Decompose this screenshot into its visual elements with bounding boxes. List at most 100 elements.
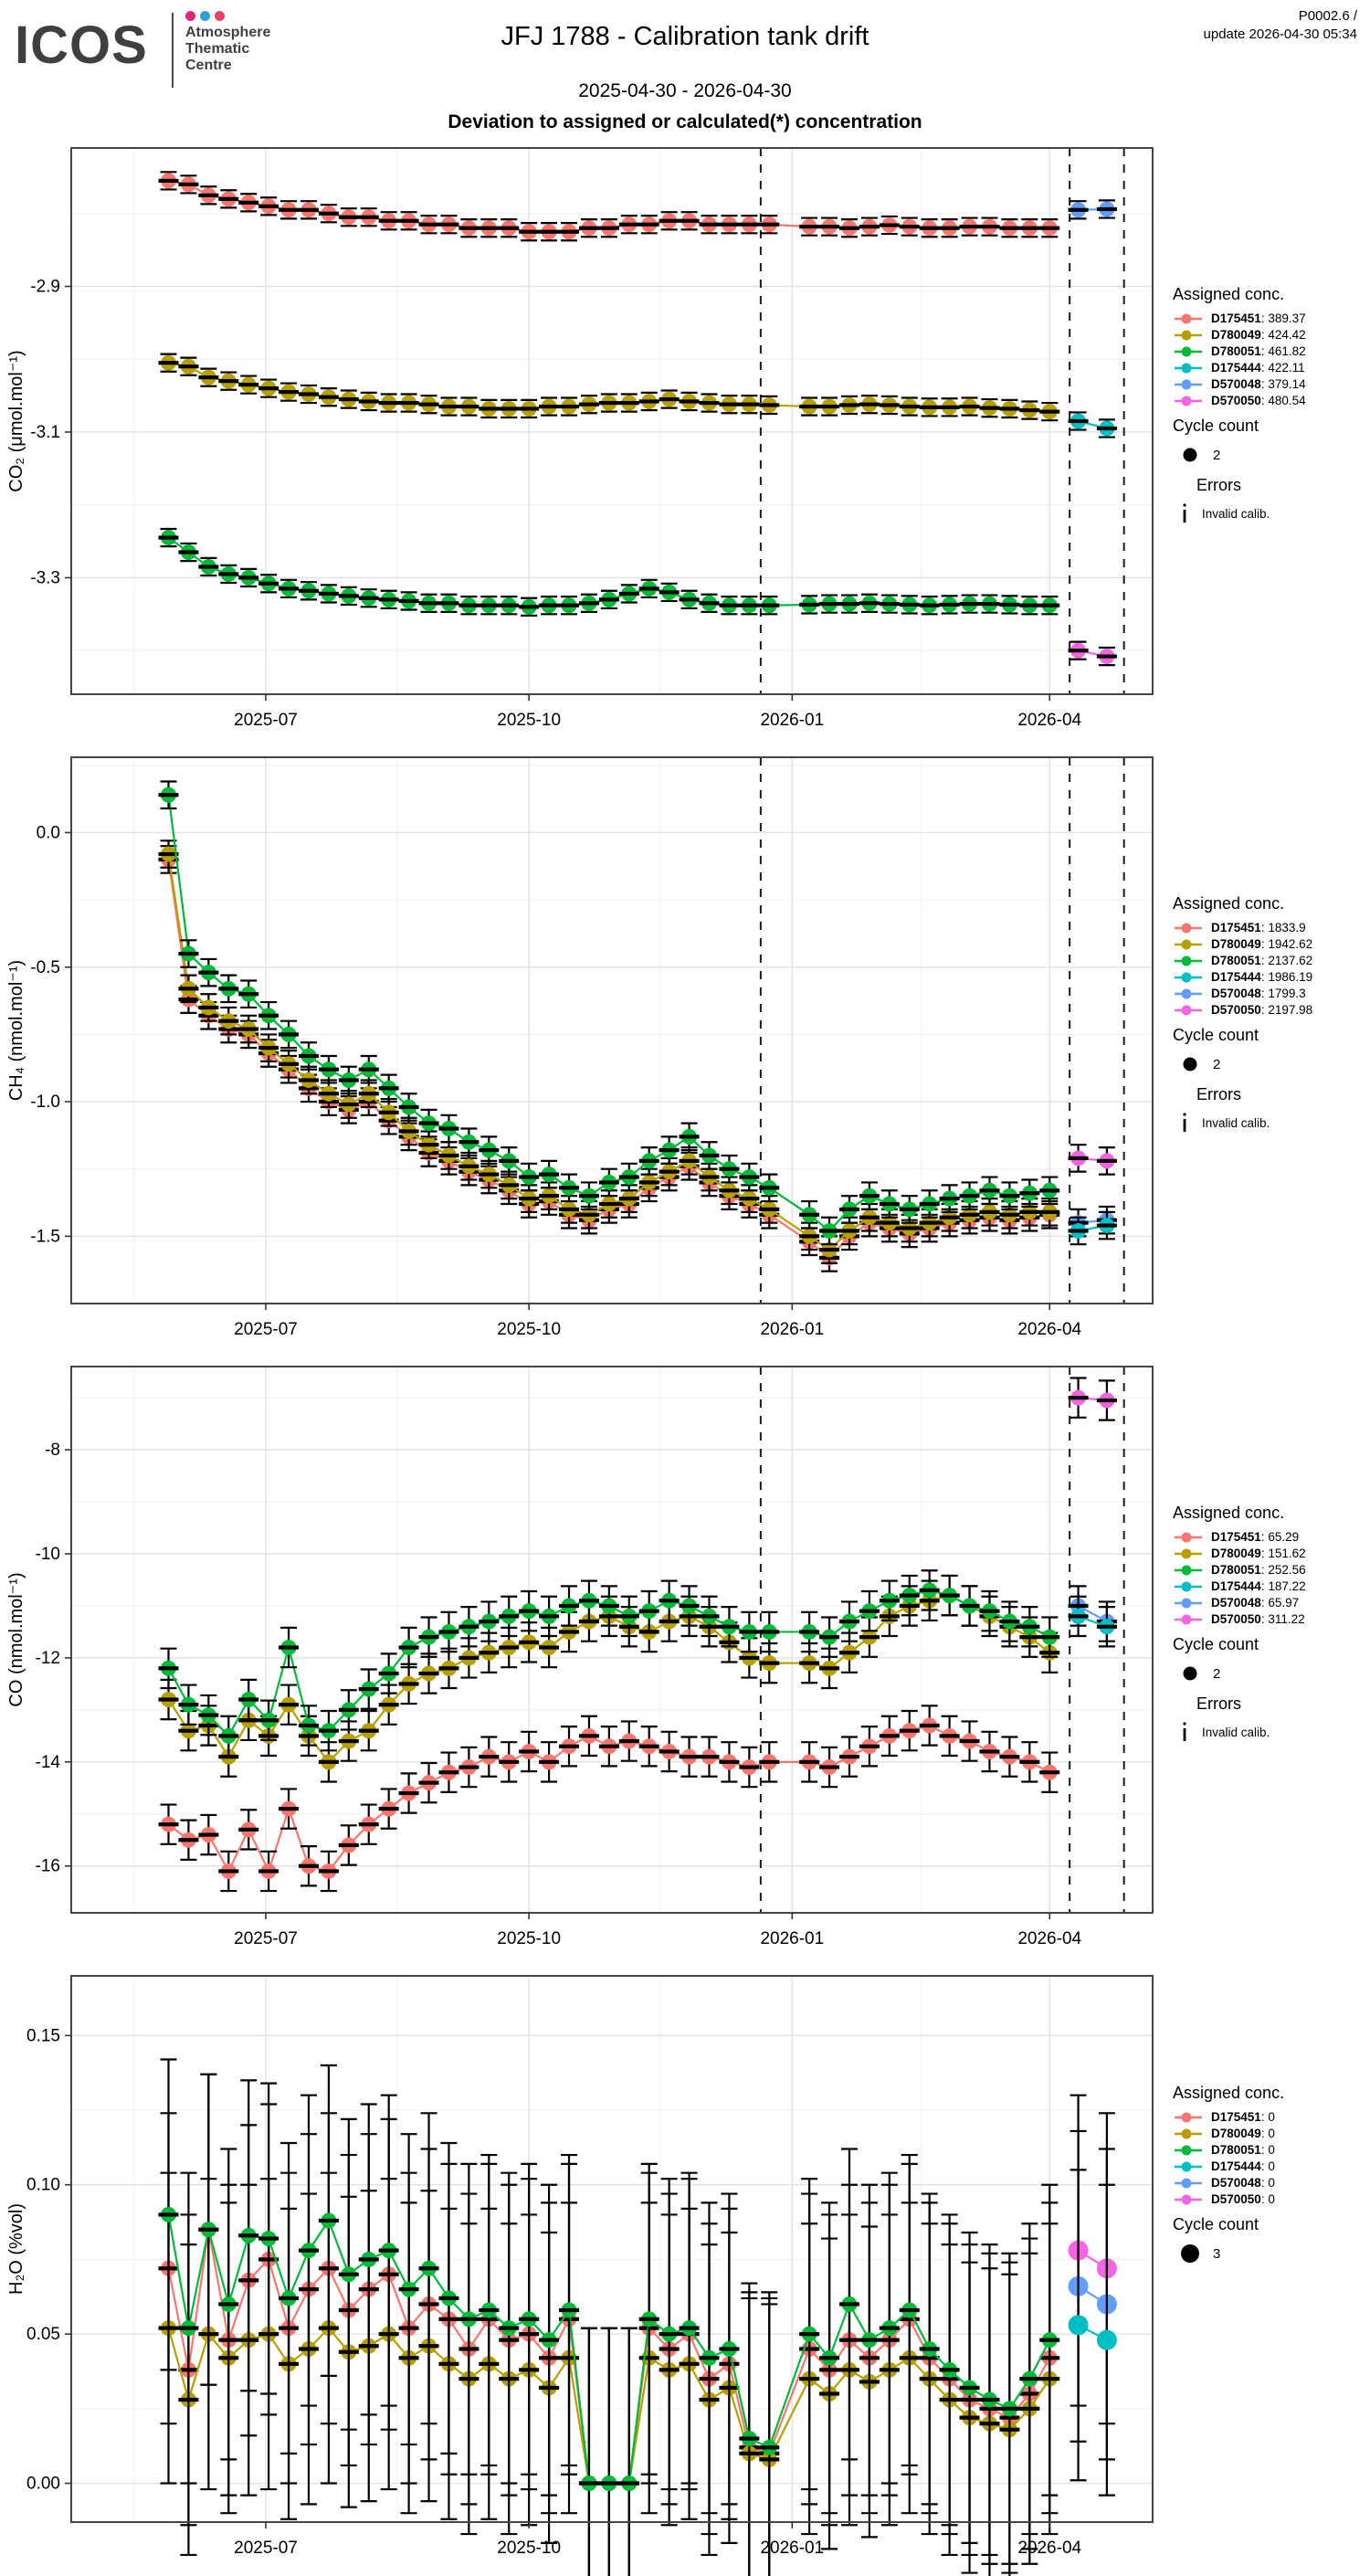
legend-entry-label: D570050: 0 xyxy=(1211,2192,1275,2206)
errors-title: Errors xyxy=(1196,1694,1241,1713)
legend-entry-D175444: D175444: 187.22 xyxy=(1173,1579,1366,1593)
legend-key-icon xyxy=(1175,396,1202,406)
svg-text:-1.0: -1.0 xyxy=(30,1093,60,1112)
atc-dot-blue-icon xyxy=(200,11,210,21)
logo-divider xyxy=(172,13,174,88)
header: ICOS Atmosphere Thematic Centre JFJ 1788… xyxy=(0,0,1370,139)
svg-text:-12: -12 xyxy=(36,1649,60,1668)
legend-entry-D570050: D570050: 2197.98 xyxy=(1173,1003,1366,1017)
cycle-count-title: Cycle count xyxy=(1173,1635,1259,1653)
ch4-chart: 2025-07 2025-10 2026-01 2026-04 -1.5 -1.0 -0.5… xyxy=(0,748,1169,1357)
cycle-count-title: Cycle count xyxy=(1173,2215,1259,2233)
invalid-calib-label: Invalid calib. xyxy=(1202,1725,1270,1739)
legend-entry-label: D570048: 65.97 xyxy=(1211,1596,1300,1610)
legend-key-icon xyxy=(1175,363,1202,373)
legend-entry-label: D570048: 0 xyxy=(1211,2176,1275,2190)
cycle-count-icon xyxy=(1181,2244,1199,2263)
atc-logo-block: Atmosphere Thematic Centre xyxy=(185,11,270,74)
ch4-legend: Assigned conc. D175451: 1833.9 D780049: 19… xyxy=(1169,748,1370,1357)
legend-key-icon xyxy=(1175,955,1202,966)
legend-entry-D175444: D175444: 0 xyxy=(1173,2159,1366,2173)
legend-entry-label: D175451: 0 xyxy=(1211,2110,1275,2124)
panel-co2: 2025-07 2025-10 2026-01 2026-04 -3.3 -3.1 -2.9… xyxy=(0,139,1370,748)
svg-text:H₂O (%vol): H₂O (%vol) xyxy=(6,2203,26,2295)
org-line-2: Thematic xyxy=(185,40,250,57)
cycle-count-title: Cycle count xyxy=(1173,417,1259,435)
legend-entry-D175451: D175451: 0 xyxy=(1173,2110,1366,2124)
svg-text:CO (nmol.mol⁻¹): CO (nmol.mol⁻¹) xyxy=(6,1572,26,1706)
legend-entry-D780051: D780051: 461.82 xyxy=(1173,344,1366,358)
cycle-count-value: 3 xyxy=(1213,2245,1221,2262)
legend-entry-D570048: D570048: 379.14 xyxy=(1173,377,1366,391)
legend-entry-D780051: D780051: 252.56 xyxy=(1173,1563,1366,1577)
legend-key-icon xyxy=(1175,1614,1202,1624)
legend-key-icon xyxy=(1175,346,1202,356)
svg-text:2026-01: 2026-01 xyxy=(760,1320,824,1339)
legend-entry-label: D175451: 65.29 xyxy=(1211,1530,1300,1544)
legend-entry-label: D175444: 422.11 xyxy=(1211,361,1305,375)
invalid-calib-icon xyxy=(1183,503,1186,523)
svg-text:2025-10: 2025-10 xyxy=(497,2539,561,2558)
legend-entry-D570048: D570048: 1799.3 xyxy=(1173,987,1366,1000)
legend-entry-label: D780051: 2137.62 xyxy=(1211,954,1313,967)
legend-key-icon xyxy=(1175,1532,1202,1542)
legend-entry-label: D780051: 252.56 xyxy=(1211,1563,1306,1577)
version-number: P0002.6 / xyxy=(1298,8,1357,24)
legend-key-icon xyxy=(1175,2194,1202,2204)
legend-entry-D780049: D780049: 424.42 xyxy=(1173,328,1366,342)
invalid-calib-icon xyxy=(1183,1113,1186,1132)
legend-entry-label: D780051: 461.82 xyxy=(1211,344,1306,358)
assigned-conc-title: Assigned conc. xyxy=(1173,2084,1285,2102)
legend-entry-D780049: D780049: 0 xyxy=(1173,2127,1366,2140)
legend-entry-D570050: D570050: 311.22 xyxy=(1173,1612,1366,1626)
legend-entry-label: D570048: 1799.3 xyxy=(1211,987,1306,1000)
legend-entry-D780049: D780049: 151.62 xyxy=(1173,1547,1366,1560)
svg-text:2025-07: 2025-07 xyxy=(234,2539,298,2558)
cycle-count-entry: 2 xyxy=(1178,1662,1366,1685)
h2o-chart: 2025-07 2025-10 2026-01 2026-04 0.00 0.05 0.10… xyxy=(0,1967,1169,2576)
legend-entry-D570050: D570050: 480.54 xyxy=(1173,394,1366,407)
assigned-conc-title: Assigned conc. xyxy=(1173,285,1285,303)
svg-text:2026-01: 2026-01 xyxy=(760,711,824,730)
svg-text:0.00: 0.00 xyxy=(26,2475,60,2494)
legend-entry-label: D780049: 151.62 xyxy=(1211,1547,1306,1560)
cycle-count-icon xyxy=(1183,1057,1197,1072)
date-range: 2025-04-30 - 2026-04-30 xyxy=(578,80,792,101)
cycle-count-entry: 2 xyxy=(1178,443,1366,467)
legend-key-icon xyxy=(1175,1581,1202,1591)
svg-text:0.15: 0.15 xyxy=(26,2026,60,2045)
legend-key-icon xyxy=(1175,2112,1202,2122)
icos-logo: ICOS xyxy=(15,16,148,75)
page-title: JFJ 1788 - Calibration tank drift xyxy=(501,22,869,51)
svg-text:-3.1: -3.1 xyxy=(30,423,60,442)
legend-entry-label: D780051: 0 xyxy=(1211,2143,1275,2157)
legend-entry-D175451: D175451: 1833.9 xyxy=(1173,921,1366,934)
version-info: P0002.6 / update 2026-04-30 05:34 xyxy=(1204,7,1357,45)
org-line-1: Atmosphere xyxy=(185,25,271,40)
legend-key-icon xyxy=(1175,2178,1202,2188)
invalid-calib-label: Invalid calib. xyxy=(1202,506,1270,521)
legend-entry-label: D780049: 0 xyxy=(1211,2127,1275,2140)
legend-entry-D780051: D780051: 2137.62 xyxy=(1173,954,1366,967)
legend-entry-label: D780049: 1942.62 xyxy=(1211,937,1313,951)
svg-text:-3.3: -3.3 xyxy=(30,568,60,587)
cycle-count-value: 2 xyxy=(1213,1665,1221,1682)
legend-key-icon xyxy=(1175,2145,1202,2155)
cycle-count-icon xyxy=(1183,1666,1197,1681)
legend-entry-D175444: D175444: 1986.19 xyxy=(1173,970,1366,984)
legend-key-icon xyxy=(1175,1565,1202,1575)
legend-entry-D780051: D780051: 0 xyxy=(1173,2143,1366,2157)
svg-text:2026-01: 2026-01 xyxy=(760,1929,824,1948)
legend-entry-label: D175444: 0 xyxy=(1211,2159,1275,2173)
legend-key-icon xyxy=(1175,1598,1202,1608)
legend-entry-label: D175451: 1833.9 xyxy=(1211,921,1306,934)
update-timestamp: update 2026-04-30 05:34 xyxy=(1203,26,1357,43)
org-line-3: Centre xyxy=(185,57,232,73)
cycle-count-icon xyxy=(1183,448,1197,462)
legend-key-icon xyxy=(1175,330,1202,340)
h2o-legend: Assigned conc. D175451: 0 D780049: 0 D78005… xyxy=(1169,1967,1370,2576)
svg-text:2025-10: 2025-10 xyxy=(497,711,561,730)
co2-chart: 2025-07 2025-10 2026-01 2026-04 -3.3 -3.1 -2.9… xyxy=(0,139,1169,748)
atc-dot-pink-icon xyxy=(185,11,195,21)
